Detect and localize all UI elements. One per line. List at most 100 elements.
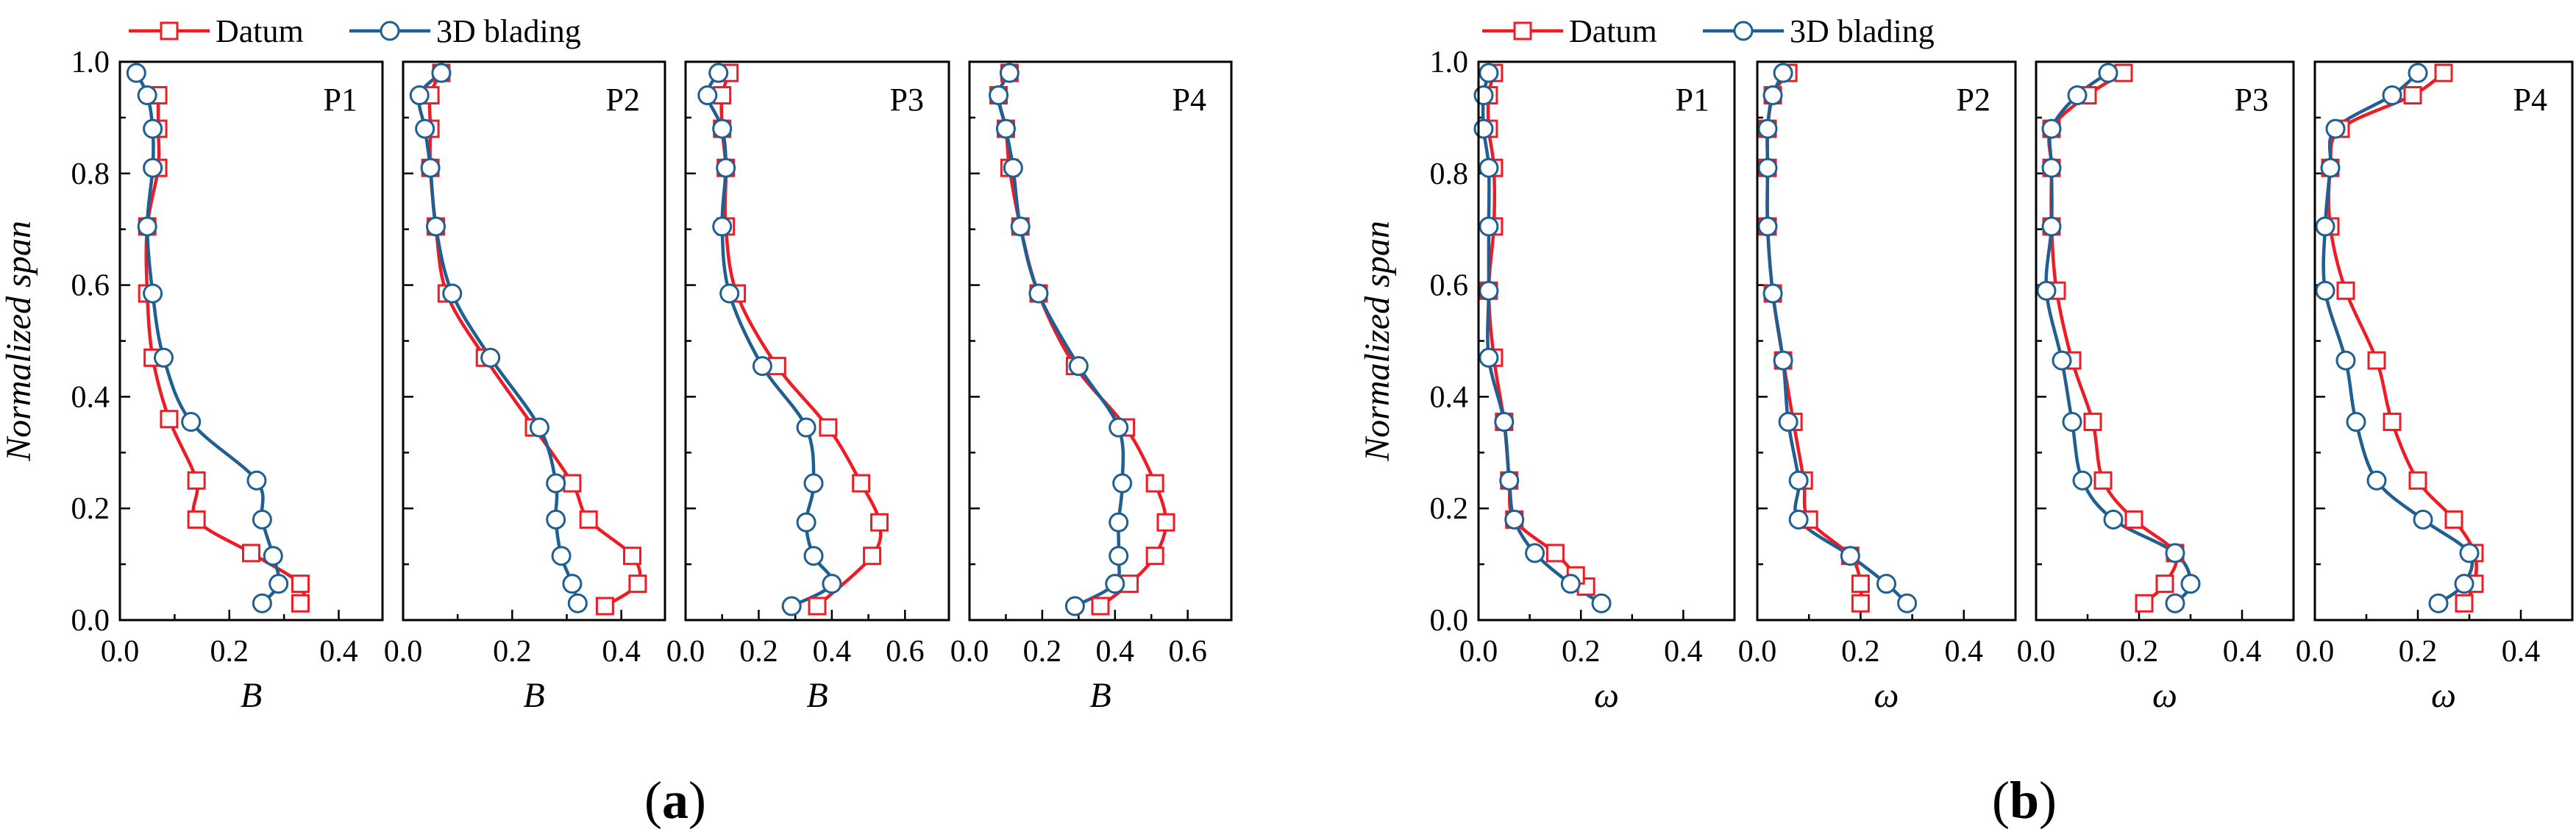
legend-datum-label: Datum [1569,13,1657,49]
blading-point [480,347,501,368]
panel-b-p1: 0.0 0.2 0.4 0.6 0.8 1.0 Normalized span 0.0 0.2 0… [1358,46,1736,715]
x-tick-label: 0.4 [1664,635,1703,669]
datum-point [1156,513,1175,532]
blading-point [2320,157,2341,178]
panel-a-p1: 0.0 0.2 0.4 0.6 0.8 1.0 Normalized span 0.0 0.2 0… [0,46,384,715]
blading-point [1762,85,1783,106]
blading-point [420,157,441,178]
datum-point [1545,544,1565,563]
blading-point [1788,509,1809,530]
blading-point [2072,470,2093,491]
y-axis-title: Normalized span [0,221,38,462]
datum-point [623,547,641,566]
y-tick-label: 0.8 [1430,157,1469,191]
blading-point [1757,216,1778,237]
x-tick-label: 0.2 [1023,635,1062,669]
blading-point [2041,157,2062,178]
blading-point [1109,417,1129,438]
datum-point [160,410,179,429]
datum-point [2455,594,2474,613]
datum-point [628,574,647,594]
blading-point [268,574,289,594]
blading-point [1105,574,1125,594]
caption-letter: b [2010,771,2039,830]
blading-point [2346,412,2366,433]
blading-point [529,417,549,438]
x-tick-label: 0.0 [950,635,989,669]
datum-point [291,574,310,594]
blading-point [822,574,842,594]
blading-point [562,574,583,594]
blading-point [1897,593,1918,613]
blading-point [1757,157,1778,178]
blading-point [2366,470,2387,491]
datum-point [1145,547,1164,566]
x-tick-label: 0.2 [1562,635,1601,669]
plot-frame [2035,60,2295,622]
datum-point [2155,574,2174,594]
blading-point [263,546,283,566]
datum-point [808,597,827,616]
blading-point [1504,509,1525,530]
blading-point [796,512,816,533]
blading-point [246,470,267,491]
panel-title: P3 [2235,82,2269,118]
blading-point [1109,546,1129,566]
x-tick-label: 0.0 [1738,635,1777,669]
blading-point [2052,350,2072,371]
blading-point [712,216,733,237]
y-tick-label: 1.0 [1430,46,1469,79]
panel-a-p2: 0.0 0.2 0.4 B P2 [384,60,666,715]
datum-point [187,471,206,490]
datum-point [291,594,310,613]
panel-b-p3: 0.0 0.2 0.4 ω P3 [2017,60,2295,715]
blading-point [803,546,824,566]
x-axis-title: B [806,676,828,715]
panel-title: P3 [890,82,924,118]
blading-point [1064,596,1085,616]
blading-point [143,157,163,178]
y-tick-label: 1.0 [71,46,110,79]
blading-point [803,473,824,494]
datum-point [2124,510,2143,529]
blading-point [154,347,174,368]
y-tick-label: 0.6 [71,269,110,303]
plot-frame [684,60,950,622]
blading-point [126,63,146,83]
blading-point [2036,280,2057,301]
subfigure-caption: (a) [644,771,706,830]
x-tick-label: 0.4 [602,635,641,669]
y-tick-label: 0.8 [71,157,110,191]
datum-point [852,474,871,493]
blading-point [181,412,202,433]
legend-blading-label: 3D blading [1790,13,1935,49]
datum-point [579,510,598,529]
blading-point [1479,157,1499,178]
series-line-datum [1486,72,1587,588]
datum-point [2383,413,2402,432]
x-tick-label: 0.2 [1841,635,1880,669]
panel-title: P2 [1957,82,1990,118]
blading-point [2459,543,2480,563]
subfigure-caption: (b) [1992,771,2057,830]
blading-point [1109,512,1129,533]
x-axis-title: ω [1594,676,1619,715]
datum-point [863,547,882,566]
blading-point [1757,118,1778,139]
y-tick-label: 0.4 [1430,380,1469,414]
caption-close-paren: ) [689,771,706,830]
plot-frame [402,60,666,622]
x-tick-label: 0.6 [886,635,925,669]
blading-point [2041,118,2062,139]
datum-point [2135,594,2154,613]
x-axis-title: ω [2431,676,2456,715]
y-axis-title: Normalized span [1358,221,1397,462]
datum-point [2403,86,2422,105]
x-axis-title: ω [1874,676,1899,715]
blading-point [431,63,452,83]
plot-frame [2313,60,2574,622]
blading-point [1479,63,1499,83]
blading-point [442,283,463,304]
blading-point [1112,473,1133,494]
